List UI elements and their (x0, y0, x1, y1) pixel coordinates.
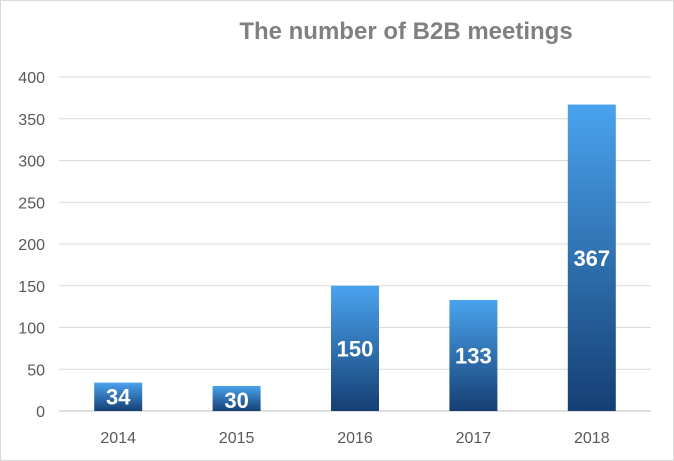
x-tick-label: 2014 (100, 430, 136, 447)
bars (94, 104, 616, 412)
data-labels: 34 30 150 133 367 (106, 246, 610, 413)
y-tick-label: 400 (18, 70, 45, 87)
bar-2017 (449, 299, 498, 411)
bar-2014 (94, 382, 143, 411)
x-tick-label: 2018 (574, 430, 610, 447)
y-tick-label: 300 (18, 154, 45, 171)
y-tick-label: 350 (18, 112, 45, 129)
x-tick-label: 2015 (219, 430, 255, 447)
data-label-2016: 150 (337, 336, 374, 361)
chart-title: The number of B2B meetings (239, 18, 572, 45)
data-label-2015: 30 (224, 388, 248, 413)
bar-2018 (567, 104, 616, 412)
gridlines (59, 76, 651, 412)
x-tick-label: 2017 (456, 430, 492, 447)
bar-2015 (212, 385, 261, 411)
y-axis-tick-labels: 0 50 100 150 200 250 300 350 400 (18, 70, 45, 421)
y-tick-label: 200 (18, 237, 45, 254)
y-tick-label: 250 (18, 195, 45, 212)
x-tick-label: 2016 (337, 430, 373, 447)
data-label-2017: 133 (455, 343, 492, 368)
y-tick-label: 150 (18, 279, 45, 296)
data-label-2014: 34 (106, 385, 131, 410)
bar-2016 (331, 285, 379, 411)
y-tick-label: 0 (36, 404, 45, 421)
y-tick-label: 100 (18, 321, 45, 338)
data-label-2018: 367 (573, 246, 610, 271)
y-tick-label: 50 (27, 362, 45, 379)
x-axis-tick-labels: 2014 2015 2016 2017 2018 (100, 430, 609, 447)
